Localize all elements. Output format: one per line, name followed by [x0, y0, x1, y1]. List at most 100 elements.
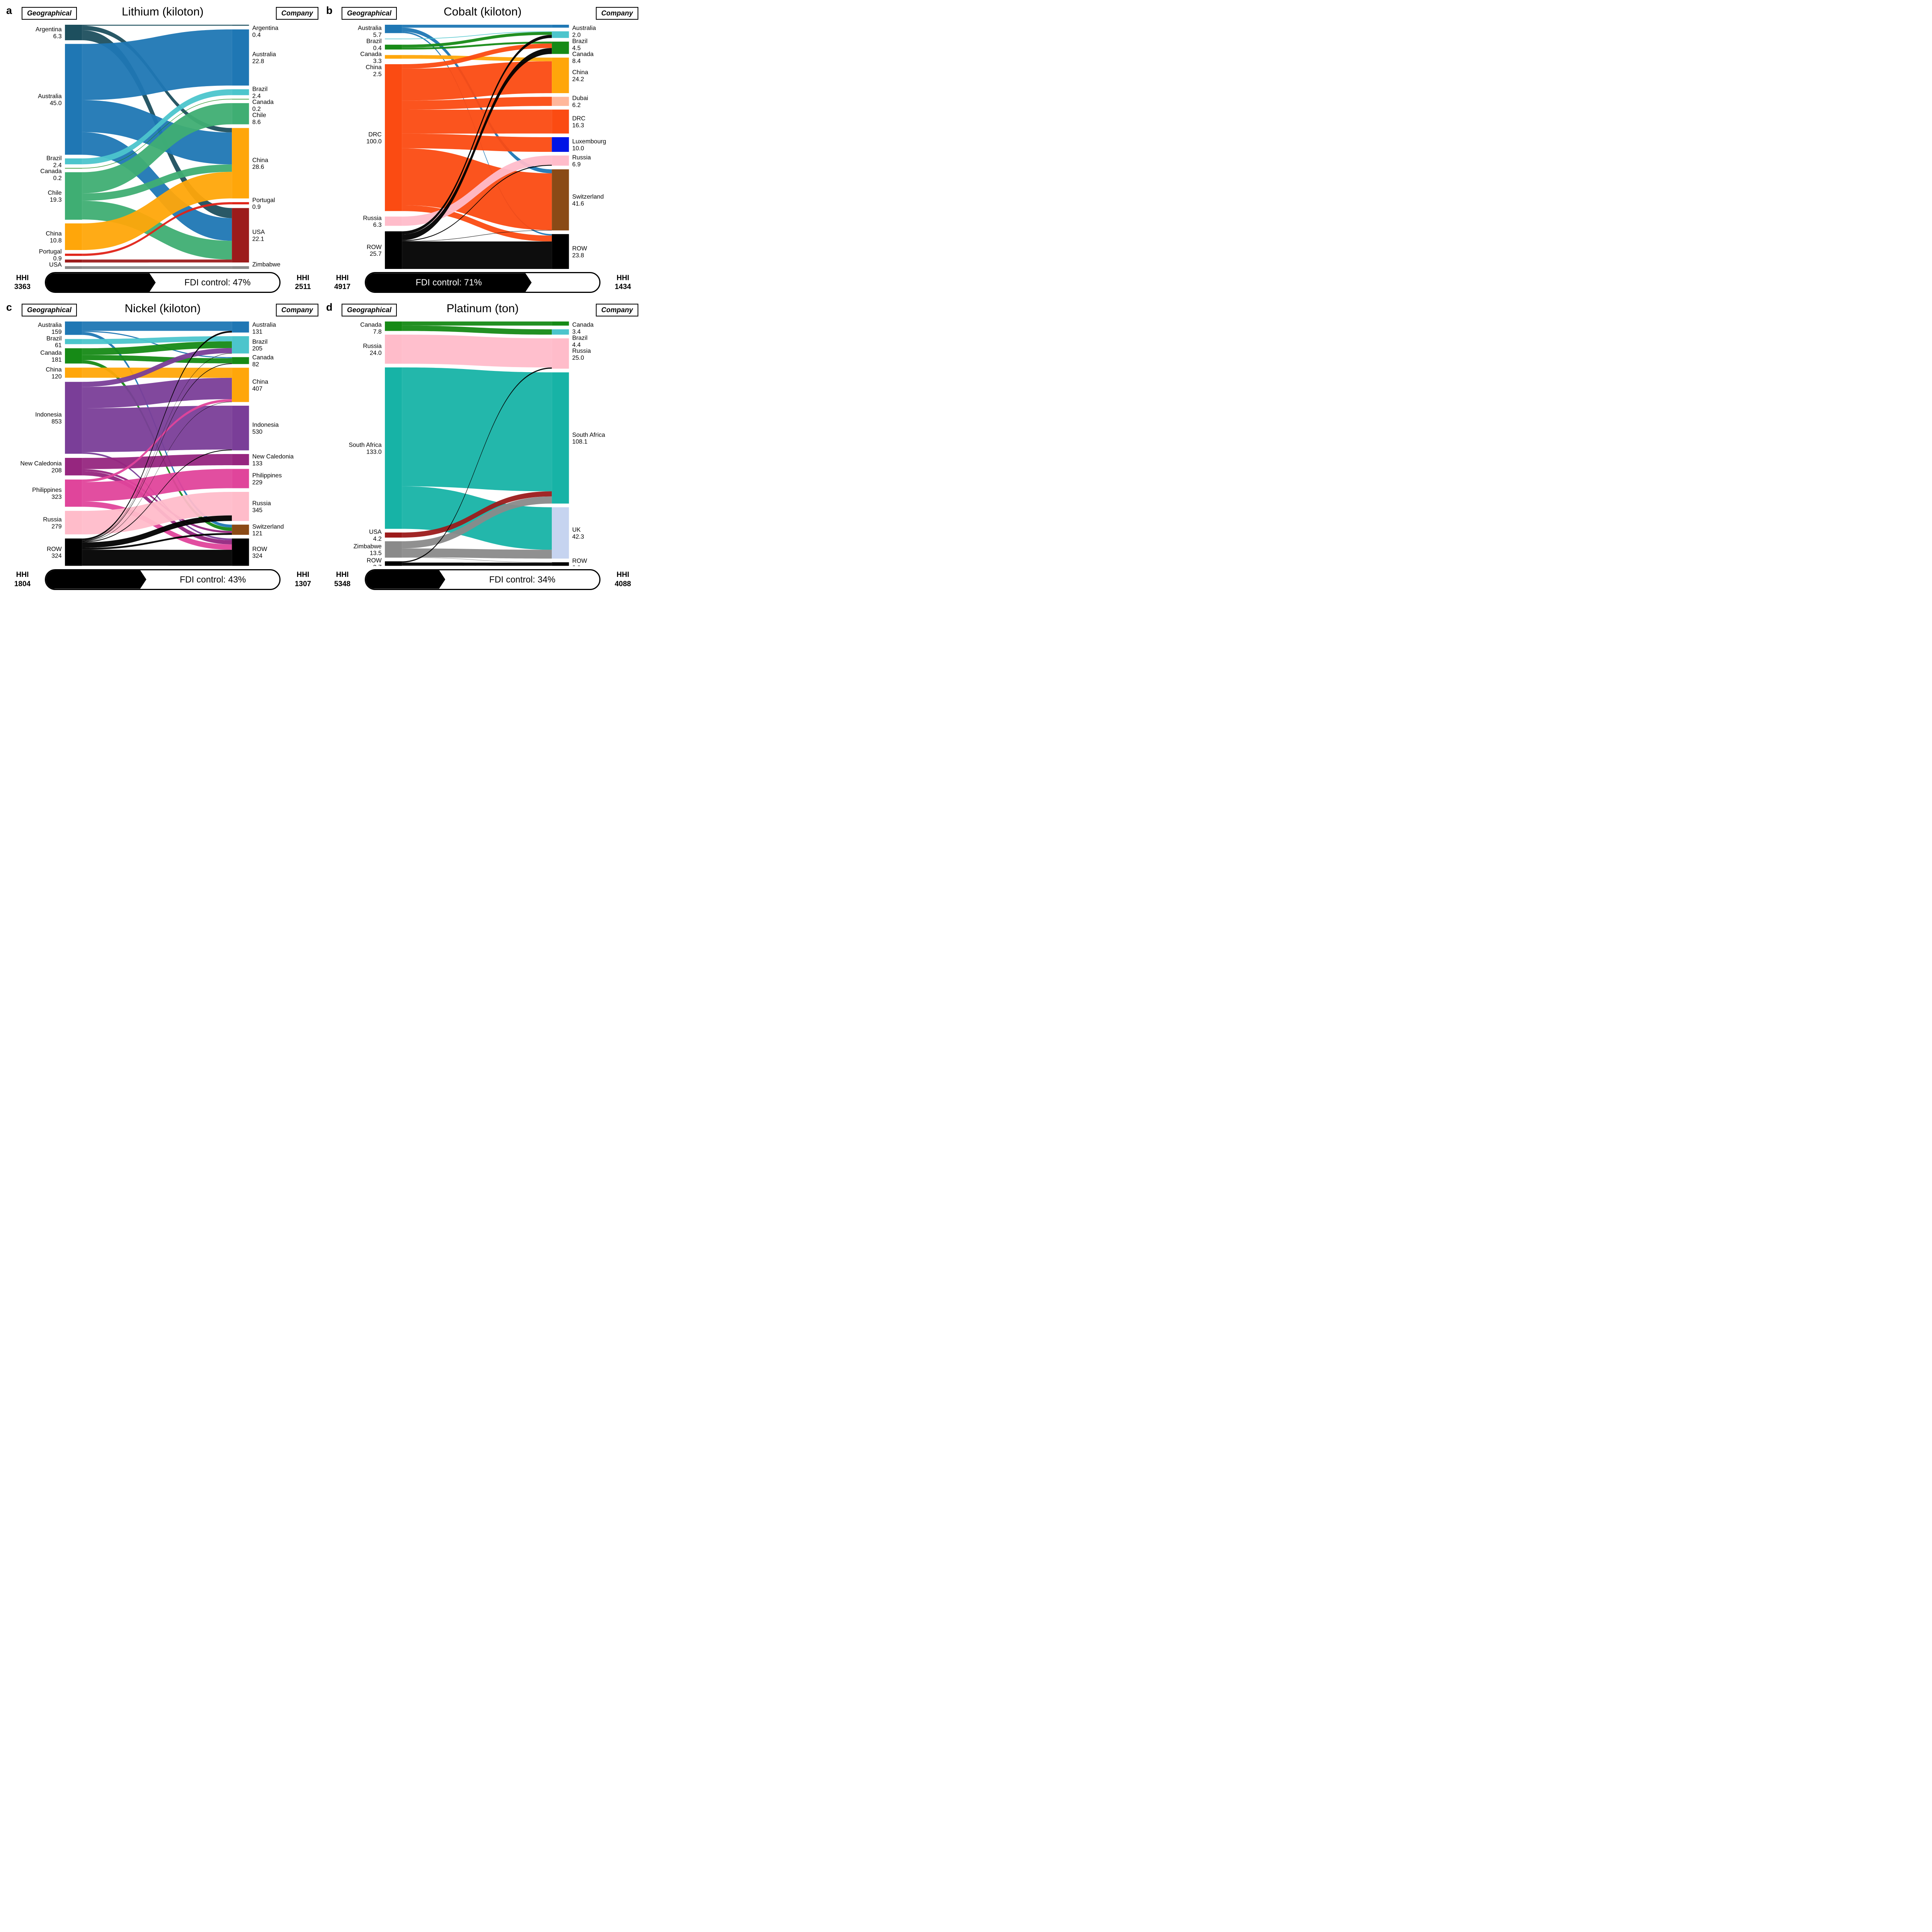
sankey-link [402, 563, 552, 566]
sankey-link [82, 406, 232, 452]
panel-footer: HHI 3363 FDI control: 47% HHI 2511 [4, 269, 321, 298]
node-label: Australia 5.7 [358, 25, 382, 39]
node-label: Switzerland 121 [252, 524, 284, 537]
node-label: ROW 324 [47, 546, 62, 560]
sankey-node-right [232, 208, 249, 263]
hhi-title: HHI [16, 570, 29, 579]
sankey-link [82, 29, 232, 100]
sankey-node-right [552, 31, 569, 38]
sankey-node-left [65, 266, 82, 269]
sankey-node-right [552, 169, 569, 231]
node-label: UK 42.3 [572, 527, 584, 540]
panel-footer: HHI 5348 FDI control: 34% HHI 4088 [324, 566, 641, 595]
fdi-label: FDI control: 47% [184, 277, 251, 287]
panel-lithium: a Geographical Lithium (kiloton) Company… [4, 4, 321, 299]
sankey-link [402, 25, 552, 28]
node-label: DRC 16.3 [572, 115, 585, 129]
fdi-label: FDI control: 71% [415, 277, 482, 287]
hhi-value: 1307 [294, 580, 311, 588]
node-label: Brazil 2.4 [252, 86, 268, 99]
sankey-link [402, 486, 552, 550]
node-label: South Africa 133.0 [349, 442, 381, 456]
sankey-node-right [232, 266, 249, 269]
sankey-node-left [385, 335, 402, 364]
sankey-link [402, 97, 552, 110]
node-label: ROW 23.8 [572, 245, 587, 259]
sankey-node-right [232, 406, 249, 451]
fdi-label: FDI control: 43% [180, 574, 246, 585]
sankey-node-right [552, 234, 569, 269]
sankey-link [82, 99, 232, 168]
sankey-link [82, 549, 232, 566]
node-label: New Caledonia 208 [20, 461, 62, 474]
sankey-link [82, 363, 232, 541]
sankey-link [82, 331, 232, 541]
hhi-title: HHI [336, 570, 349, 579]
sankey-node-right [232, 103, 249, 124]
sankey-node-right [232, 29, 249, 86]
geographical-label: Geographical [22, 7, 77, 20]
hhi-title: HHI [296, 274, 310, 282]
sankey-link [82, 259, 232, 263]
hhi-value: 5348 [334, 580, 351, 588]
node-label: Argentina 0.4 [252, 25, 279, 39]
panel-letter: c [6, 301, 12, 313]
node-label: Canada 8.4 [572, 51, 594, 65]
sankey-node-right [232, 202, 249, 204]
sankey-node-left [65, 172, 82, 220]
panel-title: Cobalt (kiloton) [444, 5, 522, 18]
node-label: USA1.2 [49, 262, 62, 269]
sankey-link [402, 155, 552, 226]
panel-header: a Geographical Lithium (kiloton) Company [4, 4, 321, 25]
sankey-link [82, 266, 232, 269]
fdi-gauge-fill [46, 570, 146, 589]
node-label: Australia 2.0 [572, 25, 596, 39]
hhi-right: HHI 1307 [287, 570, 319, 589]
sankey-node-left [65, 348, 82, 364]
company-label: Company [276, 7, 318, 20]
sankey-link [82, 341, 232, 355]
panel-cobalt: b Geographical Cobalt (kiloton) Company … [324, 4, 641, 299]
sankey-link [82, 172, 232, 250]
sankey-node-left [65, 158, 82, 165]
node-label: Brazil 205 [252, 339, 268, 352]
sankey-node-right [232, 336, 249, 354]
node-label: Brazil 0.4 [366, 38, 382, 51]
node-label: Australia 45.0 [38, 93, 62, 107]
panel-footer: HHI 1804 FDI control: 43% HHI 1307 [4, 566, 321, 595]
sankey-link [402, 41, 552, 50]
sankey-link [82, 321, 232, 331]
fdi-label: FDI control: 34% [489, 574, 556, 585]
panel-title: Platinum (ton) [446, 302, 519, 315]
sankey-link [402, 367, 552, 563]
fdi-gauge-fill [366, 570, 445, 589]
hhi-right: HHI 2511 [287, 274, 319, 292]
sankey-link [402, 548, 552, 559]
sankey-link [82, 100, 232, 165]
hhi-title: HHI [616, 274, 629, 282]
geographical-label: Geographical [342, 7, 397, 20]
hhi-left: HHI 4917 [326, 274, 359, 292]
sankey-node-left [65, 253, 82, 256]
node-label: Portugal 0.9 [252, 197, 275, 211]
sankey-node-right [552, 372, 569, 504]
sankey-node-left [65, 458, 82, 476]
node-label: Russia 279 [43, 517, 62, 530]
sankey-link [402, 367, 552, 492]
hhi-title: HHI [616, 570, 629, 579]
sankey-node-right [232, 128, 249, 199]
fdi-control-gauge: FDI control: 47% [45, 272, 281, 293]
node-label: Philippines 323 [32, 487, 62, 500]
sankey-link [402, 496, 552, 549]
sankey-link [82, 103, 232, 194]
sankey-node-right [232, 321, 249, 333]
sankey-link [402, 43, 552, 69]
sankey-node-left [385, 231, 402, 269]
sankey-node-left [65, 25, 82, 41]
sankey-node-left [65, 367, 82, 378]
sankey-link [82, 454, 232, 469]
sankey-node-left [65, 339, 82, 344]
sankey-node-right [552, 137, 569, 152]
